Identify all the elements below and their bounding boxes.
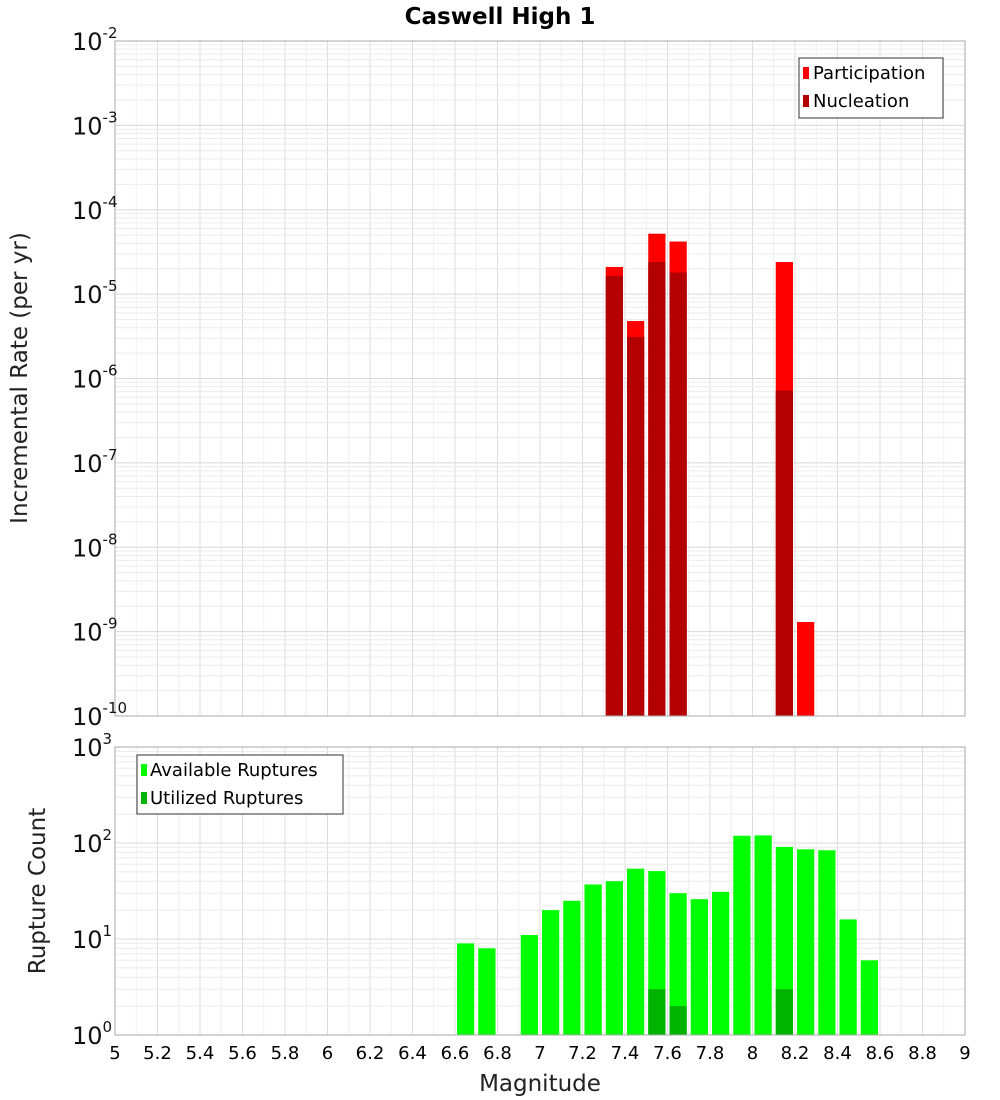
x-tick-label: 5.4 xyxy=(186,1043,215,1064)
count-bar-s1-2 xyxy=(648,989,666,1035)
count-bar-s0-3 xyxy=(542,910,560,1035)
x-tick-label: 5 xyxy=(109,1043,120,1064)
x-tick-label: 7 xyxy=(534,1043,545,1064)
rate-bar-s1-3 xyxy=(669,272,687,716)
rate-y-tick-label: 10-8 xyxy=(72,530,118,562)
count-y-tick-label: 102 xyxy=(72,826,112,858)
rate-bar-s1-2 xyxy=(648,262,666,716)
x-tick-label: 5.2 xyxy=(143,1043,172,1064)
count-bar-s0-11 xyxy=(712,891,730,1035)
rate-panel-frame xyxy=(114,40,966,717)
count-bar-s0-10 xyxy=(690,899,708,1035)
count-panel-frame xyxy=(114,746,966,1036)
x-tick-label: 7.8 xyxy=(696,1043,725,1064)
count-bar-s0-7 xyxy=(627,868,645,1035)
x-tick-label: 6.8 xyxy=(483,1043,512,1064)
count-bar-s0-18 xyxy=(860,960,878,1035)
count-bar-s0-4 xyxy=(563,900,581,1035)
x-tick-label: 9 xyxy=(959,1043,970,1064)
count-legend-label-utilized: Utilized Ruptures xyxy=(150,788,303,809)
count-bar-s0-12 xyxy=(733,835,751,1035)
x-tick-label: 8.8 xyxy=(908,1043,937,1064)
count-bar-s0-17 xyxy=(839,919,857,1035)
rate-bar-s1-4 xyxy=(775,390,793,716)
rate-y-tick-label: 10-2 xyxy=(72,24,118,56)
count-panel-y-ticks: 100 101 102 103 xyxy=(72,730,112,1050)
x-tick-label: 8.2 xyxy=(781,1043,810,1064)
x-tick-label: 6.2 xyxy=(356,1043,385,1064)
count-y-tick-label: 101 xyxy=(72,922,112,954)
rate-panel-bars xyxy=(605,233,815,717)
rate-y-tick-label: 10-5 xyxy=(72,277,118,309)
rate-bar-s1-0 xyxy=(605,275,623,716)
count-legend-swatch-utilized xyxy=(141,792,147,804)
rate-y-tick-label: 10-10 xyxy=(72,699,127,731)
x-tick-label: 7.4 xyxy=(611,1043,640,1064)
count-legend-box xyxy=(136,754,344,815)
count-panel-legend: Available Ruptures Utilized Ruptures xyxy=(136,754,344,815)
x-tick-label: 5.6 xyxy=(228,1043,257,1064)
rate-bar-s1-1 xyxy=(627,337,645,716)
x-axis-label: Magnitude xyxy=(479,1071,601,1097)
x-tick-label: 6.4 xyxy=(398,1043,427,1064)
count-bar-s1-4 xyxy=(775,989,793,1035)
rate-y-tick-label: 10-6 xyxy=(72,362,118,394)
count-y-tick-label: 100 xyxy=(72,1018,112,1050)
count-bar-s0-9 xyxy=(669,893,687,1035)
count-bar-s0-13 xyxy=(754,835,772,1035)
rate-legend-label-participation: Participation xyxy=(813,63,925,84)
rate-legend-swatch-participation xyxy=(803,67,809,79)
count-panel: 100 101 102 103 Rupture Count Available Rup… xyxy=(25,730,971,1097)
count-y-tick-label: 103 xyxy=(72,730,112,762)
count-bar-s0-6 xyxy=(605,881,623,1035)
x-axis-ticks: 5 5.2 5.4 5.6 5.8 6 6.2 6.4 6.6 6.8 7 7.2 7.4 7.6 7.8 8… xyxy=(109,1043,970,1064)
x-tick-label: 8.4 xyxy=(823,1043,852,1064)
rate-bar-s0-5 xyxy=(797,622,815,716)
count-bar-s0-2 xyxy=(520,935,538,1035)
chart-title: Caswell High 1 xyxy=(405,4,596,30)
rate-panel-grid xyxy=(115,41,965,716)
rate-y-tick-label: 10-7 xyxy=(72,446,118,478)
count-bar-s0-16 xyxy=(818,850,836,1035)
rate-y-tick-label: 10-4 xyxy=(72,193,118,225)
x-tick-label: 8.6 xyxy=(866,1043,895,1064)
count-bar-s0-5 xyxy=(584,884,602,1035)
count-legend-swatch-available xyxy=(141,764,147,776)
count-legend-label-available: Available Ruptures xyxy=(150,760,318,781)
rate-y-tick-label: 10-9 xyxy=(72,615,118,647)
rate-panel: 10-10 10-9 10-8 10-7 10-6 10-5 10-4 10-3 10-2 In… xyxy=(7,24,966,731)
count-bar-s1-3 xyxy=(669,1006,687,1035)
x-tick-label: 7.2 xyxy=(568,1043,597,1064)
x-tick-label: 6.6 xyxy=(441,1043,470,1064)
x-tick-label: 5.8 xyxy=(271,1043,300,1064)
rate-panel-legend: Participation Nucleation xyxy=(798,57,944,119)
rate-y-tick-label: 10-3 xyxy=(72,108,118,140)
x-tick-label: 7.6 xyxy=(653,1043,682,1064)
x-tick-label: 6 xyxy=(322,1043,333,1064)
count-bar-s0-15 xyxy=(797,849,815,1035)
rate-panel-y-ticks: 10-10 10-9 10-8 10-7 10-6 10-5 10-4 10-3 10-2 xyxy=(72,24,127,731)
x-tick-label: 8 xyxy=(747,1043,758,1064)
count-bar-s0-0 xyxy=(457,943,475,1035)
rate-panel-y-label: Incremental Rate (per yr) xyxy=(7,232,33,524)
count-panel-y-label: Rupture Count xyxy=(25,808,51,974)
rate-legend-swatch-nucleation xyxy=(803,95,809,107)
rate-legend-label-nucleation: Nucleation xyxy=(813,91,909,112)
rate-legend-box xyxy=(798,57,944,119)
count-bar-s0-14 xyxy=(775,846,793,1035)
count-panel-bars xyxy=(457,835,878,1035)
count-bar-s0-1 xyxy=(478,948,496,1035)
